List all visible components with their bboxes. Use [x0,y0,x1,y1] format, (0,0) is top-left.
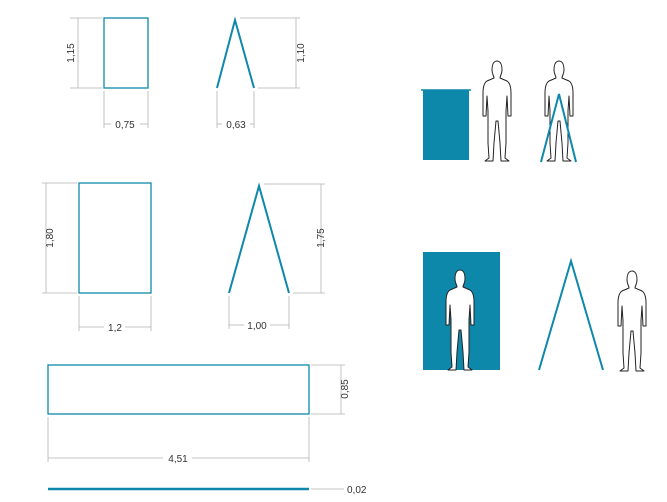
aframe-small [216,16,255,89]
aframe-small-width-label: 0,63 [226,120,246,131]
panel-large-height-label: 1,80 [45,228,56,248]
person-silhouette [617,270,647,372]
banner-height-label: 0,85 [340,379,351,399]
banner-width-label: 4,51 [168,454,188,465]
thickness-group: 0,02 [48,485,367,496]
panel-small-group: 1,15 0,75 [66,17,149,131]
thickness-label: 0,02 [347,485,367,496]
scale-illustration-bottom [423,252,647,372]
panel-small-width-label: 0,75 [115,120,135,131]
aframe-large-group: 1,75 1,00 [228,182,327,332]
person-silhouette [482,60,512,162]
panel-large-group: 1,80 1,2 [42,182,152,334]
aframe-large-width-label: 1,00 [247,321,267,332]
aframe-small-group: 1,10 0,63 [216,16,307,131]
scale-illustration-top [421,60,577,163]
counter-illustration [423,90,469,160]
banner-group: 0,85 4,51 [47,364,351,465]
person-silhouette [544,60,574,162]
aframe-illustration-large [538,257,604,371]
aframe-small-height-label: 1,10 [296,43,307,63]
banner [47,364,310,415]
panel-small [103,17,149,89]
panel-large-width-label: 1,2 [108,323,122,334]
panel-large [78,182,152,294]
aframe-large-height-label: 1,75 [316,228,327,248]
aframe-illustration-small [540,93,577,163]
panel-small-height-label: 1,15 [66,43,77,63]
aframe-large [228,182,290,294]
